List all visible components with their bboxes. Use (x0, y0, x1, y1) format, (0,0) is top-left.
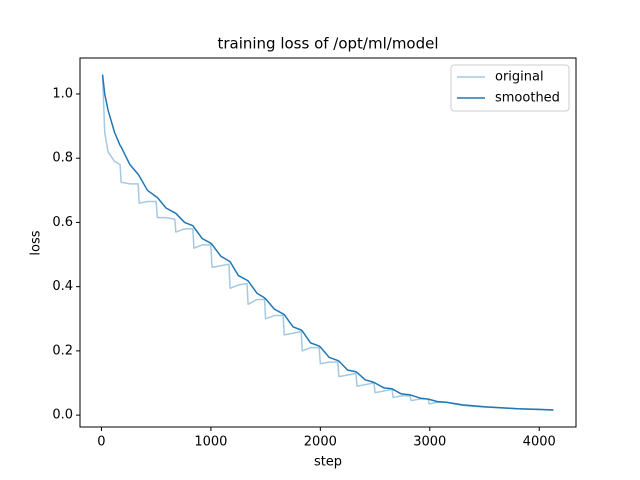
x-tick-label: 4000 (523, 435, 556, 450)
y-tick-label: 0.6 (52, 215, 73, 230)
x-tick-label: 3000 (413, 435, 446, 450)
x-tick-label: 2000 (304, 435, 337, 450)
x-tick-label: 0 (97, 435, 105, 450)
legend-label: smoothed (495, 91, 560, 106)
line-series (101, 74, 554, 411)
line-series (101, 74, 554, 411)
y-axis-label: loss (29, 230, 44, 255)
x-axis-label: step (314, 455, 342, 470)
y-tick-label: 0.0 (52, 408, 73, 423)
legend-label: original (495, 70, 544, 85)
chart-title: training loss of /opt/ml/model (217, 35, 438, 53)
y-tick-label: 0.2 (52, 343, 73, 358)
y-tick-label: 0.4 (52, 279, 73, 294)
y-tick-label: 1.0 (52, 86, 73, 101)
x-tick-label: 1000 (194, 435, 227, 450)
plot-frame (79, 57, 577, 428)
y-tick-label: 0.8 (52, 151, 73, 166)
